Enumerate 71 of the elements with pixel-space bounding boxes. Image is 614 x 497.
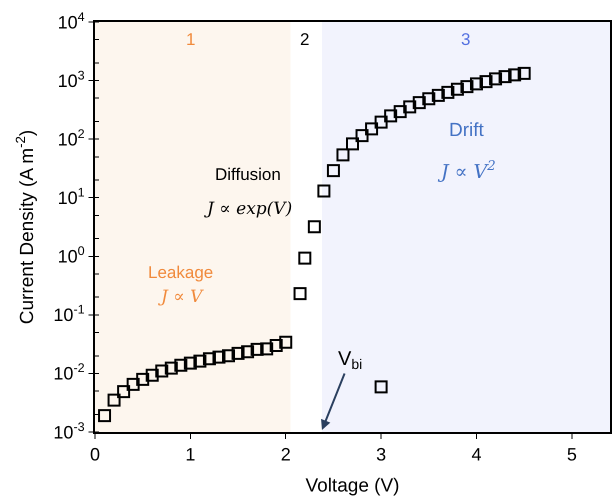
point: [412, 96, 426, 110]
point: [384, 109, 398, 122]
point: [508, 68, 522, 82]
point: [250, 342, 264, 356]
point: [136, 372, 150, 386]
point: [356, 129, 369, 142]
point: [260, 342, 274, 356]
x-tick-label: 5: [566, 444, 577, 464]
y-tick-label: 10$^{-2}$: [53, 361, 85, 384]
point: [374, 116, 388, 129]
point: [518, 66, 531, 80]
point: [193, 354, 206, 368]
point: [98, 409, 112, 422]
point: [422, 92, 436, 106]
point: [298, 252, 312, 265]
point: [270, 338, 283, 352]
point: [117, 385, 130, 398]
point: [460, 80, 474, 94]
point: [346, 137, 359, 150]
point: [184, 356, 197, 370]
band-label: 1: [186, 30, 196, 49]
band-label: 3: [461, 30, 470, 49]
y-tick-label: 10$^{-3}$: [53, 420, 85, 442]
point: [126, 378, 140, 391]
point: [374, 380, 388, 394]
point: [294, 287, 307, 300]
x-tick-label: 2: [280, 444, 291, 464]
y-tick-label: 10$^{3}$: [58, 68, 85, 91]
annotation: Diffusion: [215, 165, 281, 184]
point: [336, 148, 350, 162]
annotation: Drift: [449, 120, 485, 141]
point: [232, 346, 245, 360]
point: [450, 82, 464, 96]
y-tick-label: 10$^{4}$: [58, 10, 85, 32]
y-tick-label: 10$^{1}$: [58, 185, 85, 208]
point: [308, 220, 321, 234]
point: [441, 86, 454, 99]
y-tick-label: 10$^{-1}$: [53, 302, 85, 326]
annotation: Leakage: [148, 263, 214, 282]
point: [403, 100, 416, 114]
annotation: J ∝ exp(V): [204, 199, 292, 219]
point: [164, 362, 178, 375]
point: [432, 88, 445, 102]
point: [317, 184, 330, 198]
point: [279, 336, 292, 349]
point: [146, 368, 159, 382]
point: [480, 75, 493, 88]
point: [174, 358, 188, 372]
point: [202, 352, 216, 366]
point: [241, 345, 254, 358]
y-tick-label: 10$^{0}$: [58, 244, 85, 267]
x-axis-title: Voltage (V): [306, 476, 400, 497]
annotation: 2: [300, 30, 310, 49]
annotation: J ∝ V$^{2}$: [437, 159, 496, 183]
point: [326, 164, 340, 178]
y-tick-label: 10$^{2}$: [58, 126, 85, 150]
point: [498, 70, 512, 84]
point: [212, 350, 226, 364]
annotation: J ∝ V: [158, 287, 204, 307]
point: [470, 77, 483, 90]
point: [394, 105, 407, 118]
x-tick-label: 1: [185, 444, 196, 464]
point: [222, 349, 236, 362]
x-tick-label: 3: [376, 444, 386, 464]
point: [155, 364, 168, 378]
annotation: V$_{bi}$: [338, 348, 362, 372]
x-tick-label: 4: [471, 444, 482, 464]
point: [489, 72, 502, 86]
point: [108, 394, 121, 407]
point: [365, 122, 378, 136]
x-tick-label: 0: [90, 444, 100, 464]
